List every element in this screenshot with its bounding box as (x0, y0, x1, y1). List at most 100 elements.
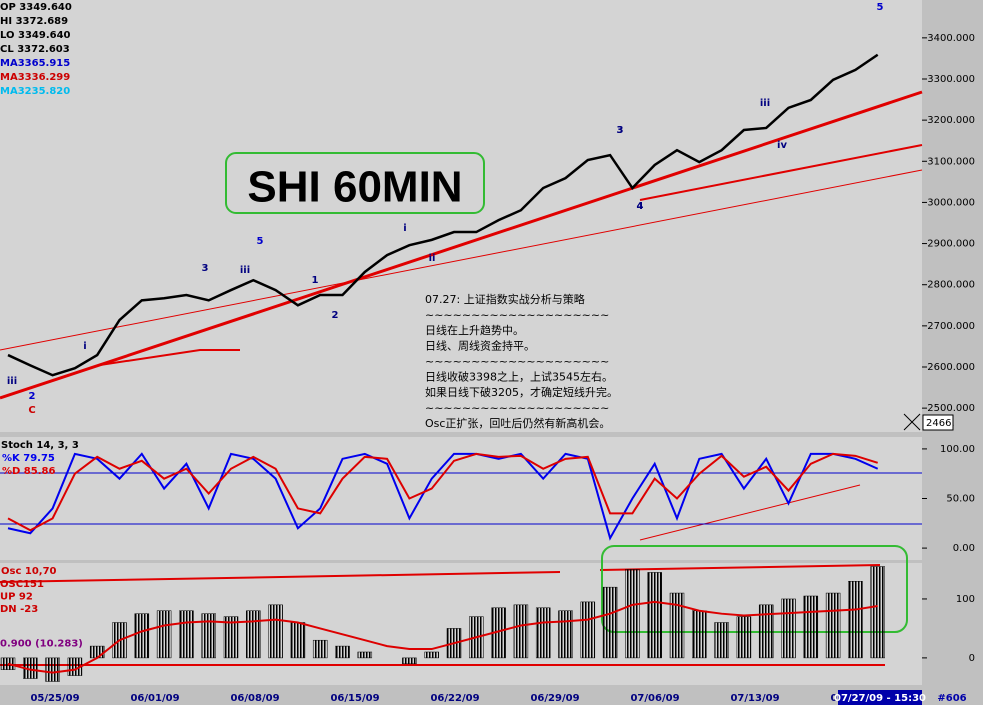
osc-bar (758, 604, 774, 659)
osc-bar (714, 622, 729, 659)
info-label: OP 3349.640 (0, 2, 72, 13)
y-tick-label: 3300.000 (927, 74, 975, 85)
osc-bar (602, 586, 618, 659)
info-label: CL 3372.603 (0, 44, 70, 55)
y-tick-label: 3200.000 (927, 115, 975, 126)
note-line: 日线、周线资金持平。 (425, 339, 535, 353)
y-tick-label: 2800.000 (927, 280, 975, 291)
badge: #606 (937, 693, 966, 704)
date-highlight (838, 690, 922, 705)
x-tick-label: 07/27/09 - 15:30 (834, 693, 926, 704)
series-line (7, 452, 879, 541)
osc-bar (647, 572, 662, 659)
osc-bar (268, 604, 283, 659)
series-line (7, 452, 878, 532)
x-tick-label: 06/15/09 (330, 693, 379, 704)
wave-label: 1 (312, 275, 319, 286)
x-tick-label: 07/06/09 (630, 693, 679, 704)
y-tick-label: 2900.000 (927, 239, 975, 250)
osc-bar (179, 610, 194, 659)
y-tick-label: 0 (969, 653, 975, 664)
osc-bar (201, 613, 216, 659)
osc-bar (89, 645, 105, 659)
note-line: Osc正扩张，回吐后仍然有新高机会。 (425, 416, 610, 430)
osc-bar (156, 610, 172, 659)
wave-label: 5 (257, 236, 264, 247)
wave-label: ii (429, 253, 436, 264)
stoch-panel (0, 437, 922, 560)
osc-bar (223, 616, 239, 659)
note-line: ~~~~~~~~~~~~~~~~~~~~ (425, 402, 609, 415)
x-tick-label: 05/25/09 (30, 693, 79, 704)
y-tick-label: 100 (956, 594, 975, 605)
info-label: UP 92 (0, 592, 33, 603)
osc-title: Osc 10,70 (1, 566, 57, 577)
osc-bar (848, 581, 863, 659)
osc-bar (513, 604, 529, 659)
note-line: 如果日线下破3205，才确定短线升完。 (425, 385, 618, 399)
y-tick-label: 3400.000 (927, 33, 975, 44)
osc-bar (290, 622, 306, 659)
price-panel (0, 0, 922, 432)
wave-label: iv (777, 140, 787, 151)
osc-bar (535, 607, 551, 659)
wave-label: i (403, 223, 406, 234)
wave-label: 3 (617, 125, 624, 136)
info-label: DN -23 (0, 604, 38, 615)
info-label: MA3365.915 (0, 58, 70, 69)
osc-bar (625, 569, 640, 659)
series-line (7, 53, 879, 377)
stoch-title: Stoch 14, 3, 3 (1, 440, 79, 451)
note-line: ~~~~~~~~~~~~~~~~~~~~ (425, 309, 609, 322)
x-tick-label: 06/22/09 (430, 693, 479, 704)
x-tick-label: 07/13/09 (730, 693, 779, 704)
chart-title: SHI 60MIN (247, 163, 462, 212)
wave-label: 3 (202, 263, 209, 274)
wave-label: C (28, 405, 35, 416)
series-line (7, 600, 878, 674)
note-line: 07.27: 上证指数实战分析与策略 (425, 292, 585, 306)
x-tick-label: 06/01/09 (130, 693, 179, 704)
osc-bar (246, 610, 261, 659)
wave-label: i (83, 341, 86, 352)
legend-entry: %D 85.86 (2, 466, 55, 477)
y-tick-label: 2600.000 (927, 362, 975, 373)
info-label: MA3336.299 (0, 72, 70, 83)
osc-bar (736, 616, 752, 659)
osc-bar (558, 610, 573, 659)
osc-bar (45, 657, 60, 682)
osc-bar (692, 610, 707, 659)
note-line: 日线收破3398之上，上试3545左右。 (425, 370, 613, 384)
x-tick-label: 06/08/09 (230, 693, 279, 704)
info-label: MA3235.820 (0, 86, 70, 97)
legend-entry: %K 79.75 (2, 453, 55, 464)
axis-box-label: 2466. (926, 418, 955, 429)
y-tick-label: 50.00 (946, 494, 975, 505)
osc-bar (312, 639, 328, 659)
osc-bar (580, 601, 596, 659)
wave-label: iii (240, 265, 250, 276)
y-tick-label: 3000.000 (927, 197, 975, 208)
osc-bar (357, 651, 373, 659)
y-tick-label: 2500.000 (927, 403, 975, 414)
wave-label: 5 (877, 2, 884, 13)
info-label: OSC151 (0, 579, 44, 590)
y-tick-label: 2700.000 (927, 321, 975, 332)
wave-label: 3 (617, 125, 624, 136)
x-tick-label: 06/29/09 (530, 693, 579, 704)
info-label: LO 3349.640 (0, 30, 71, 41)
wave-label: 2 (332, 310, 339, 321)
y-tick-label: 0.00 (953, 543, 975, 554)
wave-label: 2 (29, 391, 36, 402)
osc-bar (402, 657, 417, 665)
note-line: 日线在上升趋势中。 (425, 323, 524, 337)
osc-bar (803, 595, 819, 659)
wave-label: iii (760, 98, 770, 109)
wave-label: 4 (637, 201, 644, 212)
y-tick-label: 3100.000 (927, 156, 975, 167)
y-tick-label: 100.00 (940, 444, 975, 455)
wave-label: iii (7, 376, 17, 387)
axis-box (922, 414, 954, 431)
osc-bar (335, 645, 350, 659)
